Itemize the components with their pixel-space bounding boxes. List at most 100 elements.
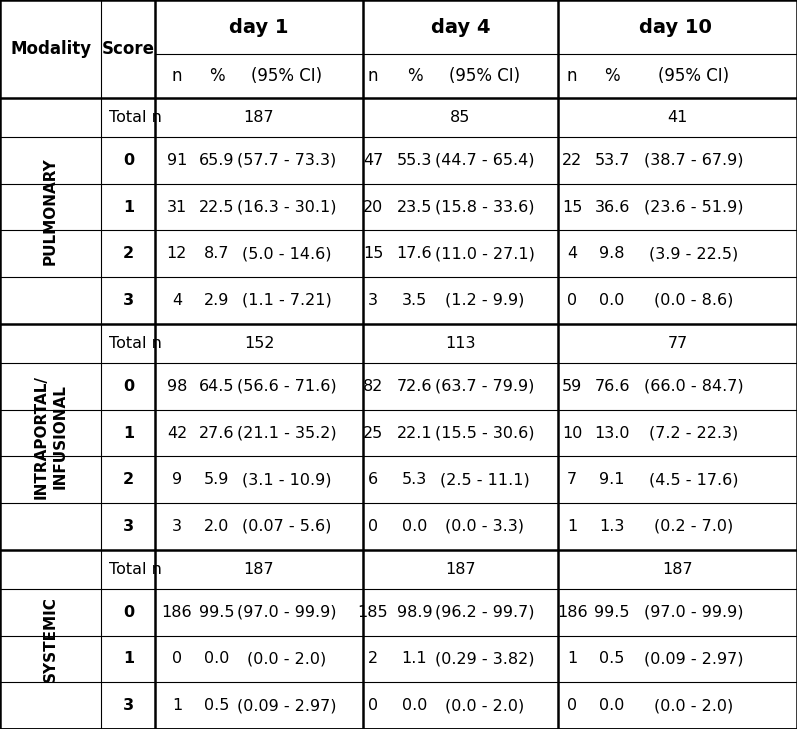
Text: (15.8 - 33.6): (15.8 - 33.6) (435, 200, 534, 214)
Text: (1.1 - 7.21): (1.1 - 7.21) (242, 293, 332, 308)
Text: (0.0 - 3.3): (0.0 - 3.3) (445, 519, 524, 534)
Text: (38.7 - 67.9): (38.7 - 67.9) (644, 153, 743, 168)
Text: (0.0 - 2.0): (0.0 - 2.0) (247, 652, 327, 666)
Text: 0.0: 0.0 (204, 652, 230, 666)
Text: 15: 15 (363, 246, 383, 261)
Text: (66.0 - 84.7): (66.0 - 84.7) (643, 379, 743, 394)
Text: 91: 91 (167, 153, 187, 168)
Text: 25: 25 (363, 426, 383, 440)
Text: 0: 0 (123, 379, 134, 394)
Text: 42: 42 (167, 426, 187, 440)
Text: 0.5: 0.5 (599, 652, 625, 666)
Text: 12: 12 (167, 246, 187, 261)
Text: INTRAPORTAL/
INFUSIONAL: INTRAPORTAL/ INFUSIONAL (33, 375, 68, 499)
Text: 77: 77 (667, 336, 688, 351)
Text: (5.0 - 14.6): (5.0 - 14.6) (242, 246, 332, 261)
Text: day 10: day 10 (639, 17, 713, 36)
Text: 3: 3 (123, 698, 134, 713)
Text: 2.9: 2.9 (204, 293, 230, 308)
Text: 2: 2 (123, 246, 134, 261)
Text: 0: 0 (123, 153, 134, 168)
Text: (95% CI): (95% CI) (251, 67, 323, 85)
Text: 3: 3 (172, 519, 182, 534)
Text: 1: 1 (567, 519, 577, 534)
Text: 1.3: 1.3 (599, 519, 625, 534)
Text: day 4: day 4 (431, 17, 490, 36)
Text: 3: 3 (123, 293, 134, 308)
Text: (95% CI): (95% CI) (658, 67, 729, 85)
Text: 187: 187 (244, 110, 274, 125)
Text: 36.6: 36.6 (595, 200, 630, 214)
Text: 23.5: 23.5 (397, 200, 432, 214)
Text: 0.0: 0.0 (402, 698, 427, 713)
Text: 3: 3 (123, 519, 134, 534)
Text: 0: 0 (567, 293, 577, 308)
Text: 6: 6 (368, 472, 378, 487)
Text: PULMONARY: PULMONARY (43, 157, 58, 265)
Text: 8.7: 8.7 (204, 246, 230, 261)
Text: 2: 2 (368, 652, 378, 666)
Text: (7.2 - 22.3): (7.2 - 22.3) (649, 426, 738, 440)
Text: (21.1 - 35.2): (21.1 - 35.2) (238, 426, 336, 440)
Text: 76.6: 76.6 (595, 379, 630, 394)
Text: (97.0 - 99.9): (97.0 - 99.9) (644, 605, 743, 620)
Text: 0: 0 (368, 698, 378, 713)
Text: 41: 41 (667, 110, 688, 125)
Text: n: n (367, 67, 379, 85)
Text: (11.0 - 27.1): (11.0 - 27.1) (434, 246, 535, 261)
Text: (95% CI): (95% CI) (449, 67, 520, 85)
Text: n: n (567, 67, 578, 85)
Text: 152: 152 (244, 336, 274, 351)
Text: 1: 1 (172, 698, 182, 713)
Text: (2.5 - 11.1): (2.5 - 11.1) (440, 472, 529, 487)
Text: Total n: Total n (109, 110, 162, 125)
Text: (0.09 - 2.97): (0.09 - 2.97) (238, 698, 336, 713)
Text: 72.6: 72.6 (397, 379, 432, 394)
Text: 4: 4 (567, 246, 577, 261)
Text: 5.9: 5.9 (204, 472, 230, 487)
Text: 0: 0 (123, 605, 134, 620)
Text: n: n (171, 67, 183, 85)
Text: (16.3 - 30.1): (16.3 - 30.1) (238, 200, 336, 214)
Text: (3.1 - 10.9): (3.1 - 10.9) (242, 472, 332, 487)
Text: (4.5 - 17.6): (4.5 - 17.6) (649, 472, 738, 487)
Text: %: % (604, 67, 620, 85)
Text: (1.2 - 9.9): (1.2 - 9.9) (445, 293, 524, 308)
Text: 53.7: 53.7 (595, 153, 630, 168)
Text: 185: 185 (358, 605, 388, 620)
Text: day 1: day 1 (230, 17, 289, 36)
Text: (96.2 - 99.7): (96.2 - 99.7) (435, 605, 534, 620)
Text: (3.9 - 22.5): (3.9 - 22.5) (649, 246, 738, 261)
Text: 187: 187 (662, 562, 693, 577)
Text: 3.5: 3.5 (402, 293, 427, 308)
Text: 10: 10 (562, 426, 583, 440)
Text: 5.3: 5.3 (402, 472, 427, 487)
Text: 9.8: 9.8 (599, 246, 625, 261)
Text: Total n: Total n (109, 562, 162, 577)
Text: 7: 7 (567, 472, 577, 487)
Text: 85: 85 (450, 110, 470, 125)
Text: 187: 187 (445, 562, 476, 577)
Text: 186: 186 (162, 605, 192, 620)
Text: (97.0 - 99.9): (97.0 - 99.9) (238, 605, 336, 620)
Text: (0.0 - 8.6): (0.0 - 8.6) (654, 293, 733, 308)
Text: (0.29 - 3.82): (0.29 - 3.82) (435, 652, 534, 666)
Text: 0: 0 (172, 652, 182, 666)
Text: 15: 15 (562, 200, 583, 214)
Text: 9: 9 (172, 472, 182, 487)
Text: 20: 20 (363, 200, 383, 214)
Text: 27.6: 27.6 (199, 426, 234, 440)
Text: 1: 1 (123, 200, 134, 214)
Text: (0.2 - 7.0): (0.2 - 7.0) (654, 519, 733, 534)
Text: 98: 98 (167, 379, 187, 394)
Text: 22: 22 (562, 153, 583, 168)
Text: 3: 3 (368, 293, 378, 308)
Text: Total n: Total n (109, 336, 162, 351)
Text: 31: 31 (167, 200, 187, 214)
Text: 55.3: 55.3 (397, 153, 432, 168)
Text: 1: 1 (567, 652, 577, 666)
Text: 22.5: 22.5 (199, 200, 234, 214)
Text: 4: 4 (172, 293, 182, 308)
Text: 186: 186 (557, 605, 587, 620)
Text: SYSTEMIC: SYSTEMIC (43, 596, 58, 682)
